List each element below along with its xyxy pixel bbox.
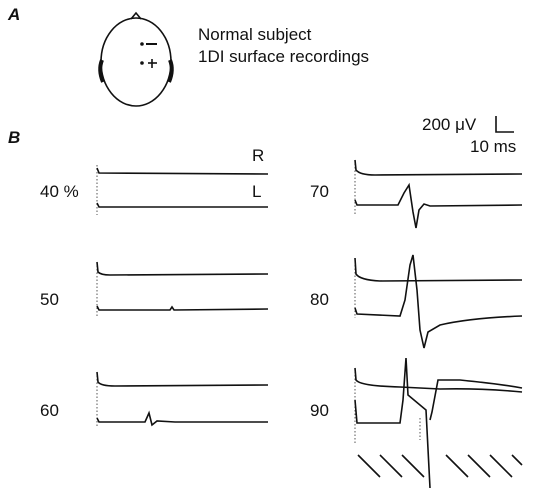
figure: A Normal subject 1DI surface recordings … [0, 0, 557, 488]
scale-bar [496, 116, 514, 132]
scale-time: 10 ms [470, 137, 516, 156]
intensity-label: 80 [310, 290, 329, 309]
panel-label: A [7, 5, 20, 24]
trace-label: R [252, 146, 264, 165]
intensity-label: 90 [310, 401, 329, 420]
intensity-label: 70 [310, 182, 329, 201]
intensity-label: 50 [40, 290, 59, 309]
title-line: Normal subject [198, 25, 312, 44]
intensity-label: 60 [40, 401, 59, 420]
panel-label: B [8, 128, 20, 147]
scale-amplitude: 200 μV [422, 115, 477, 134]
head-diagram [100, 13, 172, 106]
intensity-label: 40 % [40, 182, 79, 201]
title-line: 1DI surface recordings [198, 47, 369, 66]
trace-label: L [252, 182, 261, 201]
traces [97, 160, 522, 488]
